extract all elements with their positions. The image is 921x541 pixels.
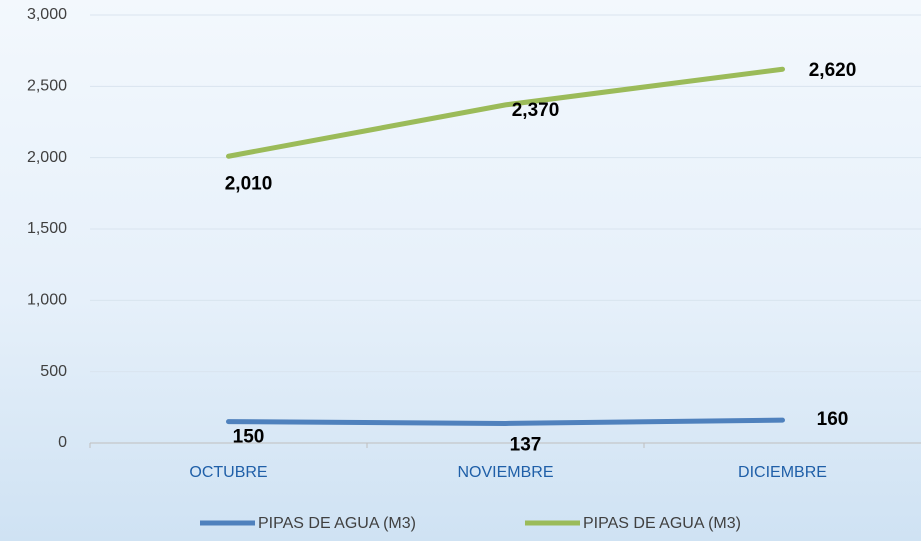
- data-label: 2,620: [809, 60, 857, 81]
- data-label: 137: [510, 434, 542, 455]
- x-tick-label: DICIEMBRE: [738, 464, 827, 481]
- series-line: [226, 66, 785, 159]
- y-tick-label: 500: [40, 363, 67, 380]
- x-tick-label: NOVIEMBRE: [457, 464, 553, 481]
- y-tick-label: 2,500: [27, 78, 67, 95]
- data-label: 2,010: [225, 173, 273, 194]
- y-tick-label: 0: [58, 434, 67, 451]
- y-tick-label: 3,000: [27, 6, 67, 23]
- x-tick-label: OCTUBRE: [189, 464, 267, 481]
- data-label: 2,370: [512, 100, 560, 121]
- legend-label: PIPAS DE AGUA (M3): [583, 515, 741, 532]
- legend-label: PIPAS DE AGUA (M3): [258, 515, 416, 532]
- data-label: 150: [233, 427, 265, 448]
- series-line: [226, 417, 785, 426]
- y-tick-label: 1,000: [27, 292, 67, 309]
- y-tick-label: 2,000: [27, 149, 67, 166]
- data-label: 160: [817, 409, 849, 430]
- y-tick-label: 1,500: [27, 220, 67, 237]
